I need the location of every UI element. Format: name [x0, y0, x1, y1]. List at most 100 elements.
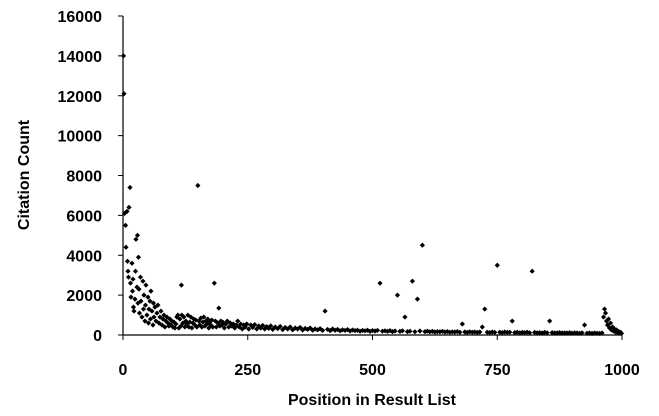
data-point	[494, 262, 500, 268]
data-point	[357, 328, 363, 334]
data-point	[121, 91, 127, 97]
data-point	[210, 324, 216, 330]
data-point	[534, 330, 540, 336]
data-point	[136, 310, 143, 316]
data-point	[143, 282, 149, 288]
data-point	[601, 306, 608, 312]
x-tick-label: 1000	[604, 362, 640, 379]
data-point	[414, 296, 421, 302]
data-point	[457, 329, 463, 335]
data-point	[150, 322, 156, 328]
data-point	[124, 208, 130, 214]
data-point	[134, 232, 141, 238]
y-tick-label: 0	[93, 328, 102, 345]
data-point	[364, 327, 371, 333]
data-point	[527, 330, 533, 336]
y-tick-label: 4000	[66, 248, 102, 265]
data-point	[569, 330, 575, 336]
data-point	[509, 318, 515, 324]
data-point	[574, 330, 580, 336]
data-point	[544, 330, 550, 336]
data-point	[146, 306, 152, 312]
x-tick-label: 250	[234, 362, 261, 379]
data-point	[542, 329, 548, 336]
data-point	[507, 329, 513, 335]
data-point	[125, 268, 131, 274]
data-point	[151, 314, 157, 320]
data-point	[138, 298, 144, 304]
data-point	[447, 329, 453, 335]
data-point	[552, 330, 558, 336]
data-point	[147, 298, 153, 304]
data-point	[160, 316, 166, 322]
data-point	[407, 328, 413, 334]
data-point	[133, 236, 139, 242]
data-point	[124, 258, 131, 264]
data-point	[392, 328, 398, 334]
data-point	[387, 328, 393, 334]
data-point	[607, 320, 614, 326]
data-point	[554, 330, 560, 336]
data-point	[167, 316, 173, 322]
data-point	[140, 278, 146, 284]
data-point	[412, 329, 418, 335]
data-point	[605, 316, 612, 322]
data-point	[332, 327, 338, 333]
data-point	[613, 327, 620, 333]
data-point	[532, 329, 538, 336]
data-point	[148, 288, 154, 294]
data-point	[144, 312, 150, 318]
data-point	[200, 319, 206, 325]
data-point	[145, 320, 152, 326]
data-point	[382, 328, 388, 334]
data-point	[244, 321, 250, 327]
data-point	[260, 322, 266, 329]
y-tick-label: 8000	[66, 169, 102, 186]
data-point	[128, 294, 134, 300]
data-point	[379, 328, 386, 334]
data-point	[154, 310, 160, 316]
data-point	[230, 321, 236, 327]
data-point	[172, 325, 178, 331]
y-tick-label: 6000	[66, 208, 102, 225]
x-tick-label: 500	[359, 362, 386, 379]
data-point	[547, 318, 553, 324]
data-point	[178, 282, 184, 288]
data-point	[419, 242, 425, 248]
data-point	[567, 330, 573, 336]
data-point	[207, 319, 213, 325]
data-point	[199, 324, 205, 330]
data-point	[176, 325, 182, 331]
data-point	[290, 327, 296, 333]
data-point	[452, 329, 458, 335]
data-point	[227, 320, 233, 326]
y-axis-title: Citation Count	[16, 119, 33, 230]
data-point	[320, 327, 326, 334]
data-point	[537, 330, 543, 336]
data-point	[264, 324, 270, 330]
data-point	[226, 324, 232, 330]
data-point	[145, 294, 151, 300]
x-axis-ticks: 0 250 500 750 1000	[119, 335, 640, 379]
data-point	[135, 300, 141, 306]
data-point	[142, 318, 148, 324]
data-point	[132, 268, 139, 274]
data-point	[591, 330, 598, 336]
data-point	[202, 323, 208, 329]
data-point	[129, 288, 136, 294]
data-point	[596, 330, 603, 337]
data-point	[217, 323, 223, 329]
data-point	[270, 326, 276, 333]
data-point	[559, 330, 565, 336]
data-point	[206, 325, 212, 331]
data-point	[315, 327, 321, 333]
data-point	[417, 328, 423, 334]
data-point	[492, 329, 498, 336]
data-point	[122, 222, 129, 228]
data-point	[132, 296, 138, 302]
data-point	[389, 329, 396, 335]
plot-area: 0 2000 4000 6000 8000 10000 12000 14000 16000 0 2…	[58, 9, 640, 379]
data-point	[589, 330, 595, 337]
data-point	[477, 329, 483, 335]
data-point	[147, 316, 154, 322]
